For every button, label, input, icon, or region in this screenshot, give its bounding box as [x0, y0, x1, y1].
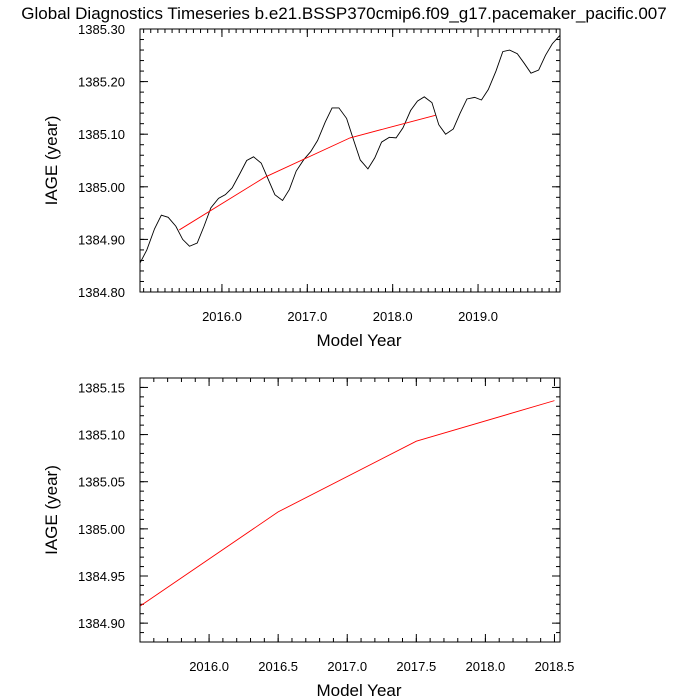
- y-tick-label: 1385.15: [78, 380, 125, 395]
- annual-mean-panel: 2016.0 2016.5 2017.0 2017.5 2018.0 2018.5 1384…: [42, 377, 575, 700]
- x-tick-label: 2017.5: [396, 659, 436, 674]
- y-tick-label: 1385.30: [78, 22, 125, 37]
- chart-title: Global Diagnostics Timeseries b.e21.BSSP…: [21, 4, 666, 23]
- y-tick-label: 1385.05: [78, 475, 125, 490]
- y-axis-label: IAGE (year): [42, 465, 61, 555]
- x-tick-label: 2018.5: [535, 659, 575, 674]
- x-tick-label: 2017.0: [287, 309, 327, 324]
- annual-mean-line: [139, 400, 555, 607]
- x-tick-label: 2017.0: [327, 659, 367, 674]
- x-tick-label: 2016.5: [258, 659, 298, 674]
- x-tick-label: 2016.0: [189, 659, 229, 674]
- y-tick-label: 1384.90: [78, 232, 125, 247]
- y-tick-label: 1385.00: [78, 522, 125, 537]
- y-axis-label: IAGE (year): [42, 116, 61, 206]
- y-tick-label: 1385.00: [78, 180, 125, 195]
- y-tick-label: 1384.90: [78, 616, 125, 631]
- x-tick-label: 2018.0: [373, 309, 413, 324]
- x-tick-label: 2019.0: [458, 309, 498, 324]
- y-tick-label: 1385.20: [78, 75, 125, 90]
- y-tick-label: 1385.10: [78, 428, 125, 443]
- monthly-line: [139, 35, 561, 264]
- plot-frame: [139, 28, 561, 293]
- plot-frame: [139, 377, 561, 643]
- y-tick-label: 1384.80: [78, 285, 125, 300]
- x-axis-label: Model Year: [316, 331, 401, 350]
- annual-mean-line: [179, 114, 436, 231]
- x-tick-label: 2018.0: [466, 659, 506, 674]
- x-tick-label: 2016.0: [202, 309, 242, 324]
- y-tick-label: 1385.10: [78, 127, 125, 142]
- x-axis-label: Model Year: [316, 681, 401, 700]
- y-tick-label: 1384.95: [78, 569, 125, 584]
- timeseries-panel: 2016.0 2017.0 2018.0 2019.0 1384.80 1384.90 13…: [42, 22, 561, 350]
